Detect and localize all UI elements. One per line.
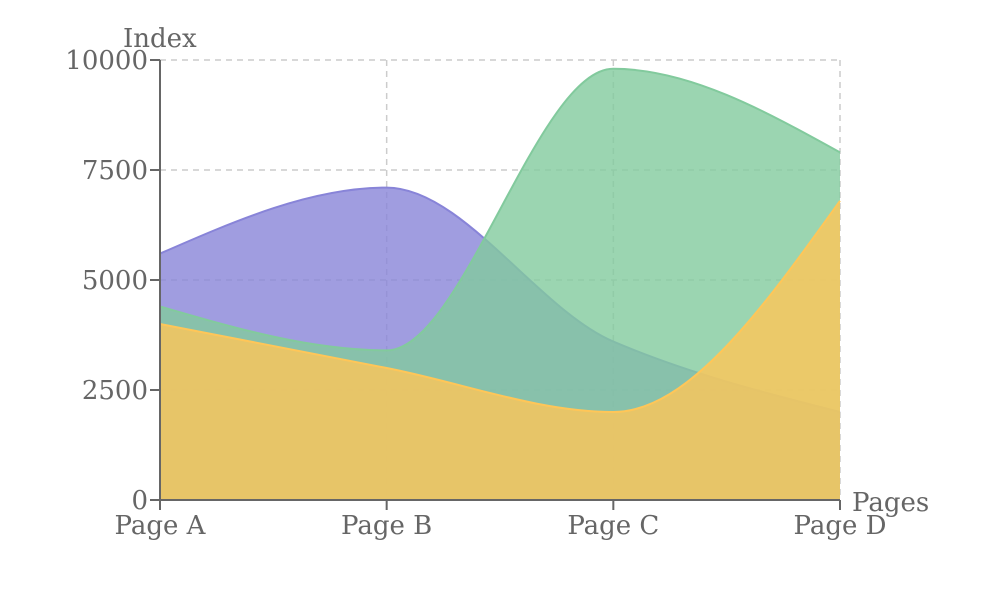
y-tick-label: 2500 bbox=[82, 376, 148, 406]
y-axis-ticks: 0 2500 5000 7500 10000 bbox=[65, 46, 160, 516]
x-axis-title: Pages bbox=[852, 488, 929, 518]
series-line-3 bbox=[159, 200, 841, 414]
x-tick-label: Page D bbox=[794, 511, 887, 541]
x-tick-label: Page C bbox=[567, 511, 659, 541]
y-axis-title: Index bbox=[123, 24, 197, 54]
x-tick-label: Page B bbox=[341, 511, 432, 541]
y-tick-label: 5000 bbox=[82, 266, 148, 296]
y-tick-label: 10000 bbox=[65, 46, 148, 76]
series-line-2 bbox=[159, 67, 841, 352]
series-areas bbox=[159, 67, 841, 501]
x-tick-label: Page A bbox=[115, 511, 207, 541]
x-axis-ticks: Page A Page B Page C Page D bbox=[115, 500, 887, 541]
series-area-3 bbox=[160, 200, 840, 501]
y-tick-label: 0 bbox=[131, 486, 148, 516]
y-tick-label: 7500 bbox=[82, 156, 148, 186]
